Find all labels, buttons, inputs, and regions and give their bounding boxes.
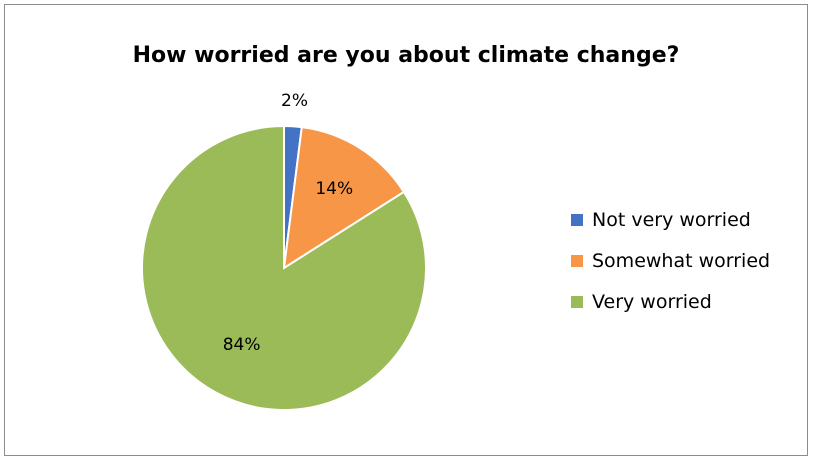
data-label-very-worried: 84%: [223, 335, 261, 355]
legend-item-somewhat-worried: Somewhat worried: [571, 248, 770, 273]
legend-label-very-worried: Very worried: [592, 290, 712, 313]
pie-slice-somewhat-worried: [282, 126, 406, 270]
pie-slice-very-worried: [141, 124, 427, 411]
pie-chart: 2% 14% 84%: [141, 91, 427, 411]
legend-swatch-very-worried: [571, 295, 583, 308]
legend-label-somewhat-worried: Somewhat worried: [592, 249, 771, 272]
pie-data-labels: 2% 14% 84%: [223, 91, 353, 355]
data-label-somewhat-worried: 14%: [315, 179, 353, 199]
pie-slices: [141, 124, 427, 411]
legend: Not very worried Somewhat worried Very w…: [571, 207, 770, 330]
chart-title: How worried are you about climate change…: [132, 43, 680, 68]
legend-item-very-worried: Very worried: [571, 289, 770, 314]
data-label-not-very-worried: 2%: [281, 91, 308, 111]
legend-swatch-somewhat-worried: [571, 254, 583, 267]
legend-item-not-very-worried: Not very worried: [571, 207, 770, 232]
legend-label-not-very-worried: Not very worried: [592, 208, 751, 231]
chart-frame: How worried are you about climate change…: [4, 4, 808, 456]
legend-swatch-not-very-worried: [571, 213, 583, 226]
